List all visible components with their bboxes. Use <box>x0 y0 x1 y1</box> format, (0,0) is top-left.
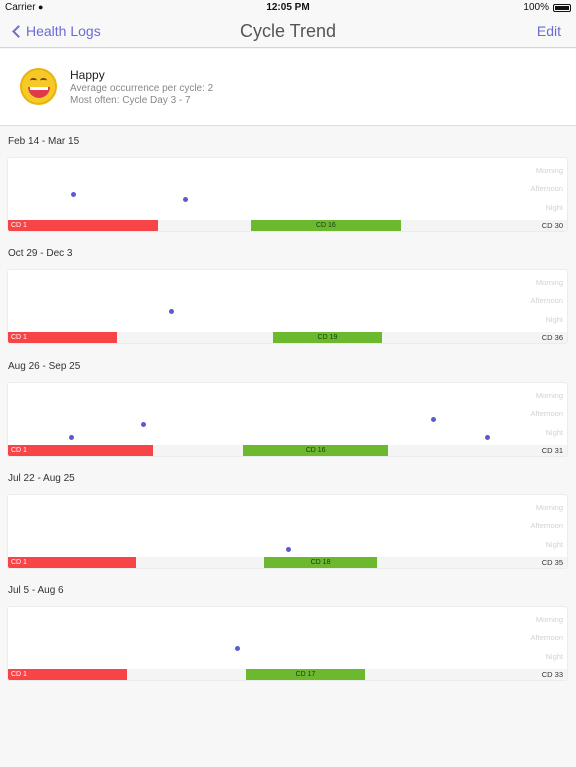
wifi-icon: ● <box>38 2 44 12</box>
cycle-date-range: Feb 14 - Mar 15 <box>8 136 80 147</box>
cycle-chart: Morning Afternoon Night CD 1 CD 16 CD 31 <box>7 382 568 457</box>
afternoon-label: Afternoon <box>530 184 563 193</box>
cycle-end-label: CD 36 <box>541 333 563 342</box>
fertile-bar: CD 19 <box>272 332 382 343</box>
cycle-end-label: CD 35 <box>541 558 563 567</box>
night-label: Night <box>545 203 563 212</box>
event-plot <box>8 270 567 332</box>
back-button-label: Health Logs <box>26 23 101 39</box>
event-dot <box>68 434 74 440</box>
period-bar: CD 1 <box>8 557 137 568</box>
event-plot <box>8 607 567 669</box>
navigation-bar: Health Logs Cycle Trend Edit <box>0 16 576 48</box>
period-bar: CD 1 <box>8 332 118 343</box>
event-dot <box>485 434 491 440</box>
cycle-date-range: Jul 5 - Aug 6 <box>8 585 64 596</box>
cycle-end-label: CD 31 <box>541 446 563 455</box>
status-time: 12:05 PM <box>266 2 310 13</box>
battery-percent: 100% <box>523 2 549 13</box>
afternoon-label: Afternoon <box>530 521 563 530</box>
cycle-chart: Morning Afternoon Night CD 1 CD 18 CD 35 <box>7 494 568 569</box>
cycle-chart: Morning Afternoon Night CD 1 CD 16 CD 30 <box>7 157 568 232</box>
event-dot <box>169 308 175 314</box>
afternoon-label: Afternoon <box>530 633 563 642</box>
night-label: Night <box>545 315 563 324</box>
chevron-left-icon <box>12 24 25 38</box>
cycle-end-label: CD 33 <box>541 670 563 679</box>
event-plot <box>8 495 567 557</box>
most-often-text: Most often: Cycle Day 3 - 7 <box>70 95 191 106</box>
edit-button[interactable]: Edit <box>536 23 561 39</box>
event-plot <box>8 158 567 220</box>
event-plot <box>8 383 567 445</box>
cycle-day-track: CD 1 CD 19 CD 36 <box>8 332 567 343</box>
cycle-date-range: Oct 29 - Dec 3 <box>8 248 73 259</box>
event-dot <box>70 191 76 197</box>
morning-label: Morning <box>535 278 563 287</box>
cycle-block: Aug 26 - Sep 25 Morning Afternoon Night CD … <box>0 352 576 464</box>
morning-label: Morning <box>535 391 563 400</box>
event-dot <box>141 421 147 427</box>
night-label: Night <box>545 428 563 437</box>
cycle-day-track: CD 1 CD 17 CD 33 <box>8 669 567 680</box>
battery-icon <box>553 4 571 12</box>
symptom-summary: Happy Average occurrence per cycle: 2 Mo… <box>0 49 576 126</box>
cycle-chart: Morning Afternoon Night CD 1 CD 19 CD 36 <box>7 269 568 344</box>
morning-label: Morning <box>535 615 563 624</box>
cycle-day-track: CD 1 CD 16 CD 31 <box>8 445 567 456</box>
morning-label: Morning <box>535 503 563 512</box>
fertile-bar: CD 18 <box>264 557 377 568</box>
cycle-block: Oct 29 - Dec 3 Morning Afternoon Night CD 1… <box>0 239 576 351</box>
night-label: Night <box>545 540 563 549</box>
back-button[interactable]: Health Logs <box>9 23 101 39</box>
cycle-date-range: Aug 26 - Sep 25 <box>8 361 81 372</box>
cycle-date-range: Jul 22 - Aug 25 <box>8 473 75 484</box>
afternoon-label: Afternoon <box>530 296 563 305</box>
event-dot <box>286 546 291 552</box>
period-bar: CD 1 <box>8 669 127 680</box>
fertile-bar: CD 17 <box>246 669 365 680</box>
period-bar: CD 1 <box>8 445 153 456</box>
event-dot <box>183 196 189 202</box>
cycle-day-track: CD 1 CD 18 CD 35 <box>8 557 567 568</box>
status-bar: Carrier ● 12:05 PM 100% <box>0 0 576 16</box>
cycle-block: Jul 22 - Aug 25 Morning Afternoon Night CD … <box>0 464 576 576</box>
happy-emoji-icon <box>20 68 57 105</box>
cycle-chart: Morning Afternoon Night CD 1 CD 17 CD 33 <box>7 606 568 681</box>
carrier-label: Carrier <box>5 2 36 13</box>
event-dot <box>235 645 240 651</box>
night-label: Night <box>545 652 563 661</box>
symptom-title: Happy <box>70 68 105 82</box>
event-dot <box>430 416 436 422</box>
period-bar: CD 1 <box>8 220 158 231</box>
average-occurrence-text: Average occurrence per cycle: 2 <box>70 83 214 94</box>
cycle-end-label: CD 30 <box>541 221 563 230</box>
fertile-bar: CD 16 <box>251 220 401 231</box>
morning-label: Morning <box>535 166 563 175</box>
fertile-bar: CD 16 <box>243 445 389 456</box>
cycle-block: Feb 14 - Mar 15 Morning Afternoon Night CD … <box>0 127 576 239</box>
afternoon-label: Afternoon <box>530 409 563 418</box>
cycle-day-track: CD 1 CD 16 CD 30 <box>8 220 567 231</box>
